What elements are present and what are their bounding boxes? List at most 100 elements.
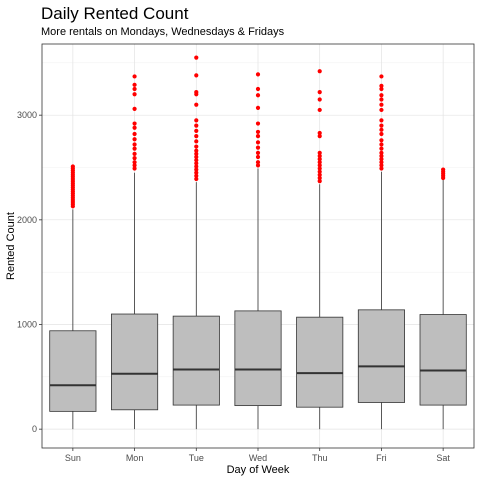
outlier-point: [379, 131, 384, 137]
outlier-point: [317, 179, 322, 184]
y-axis-title: Rented Count: [5, 212, 17, 280]
outlier-point: [194, 139, 199, 144]
outlier-point: [441, 167, 446, 172]
outlier-point: [132, 163, 137, 168]
outlier-point: [317, 107, 322, 113]
outlier-point: [194, 173, 199, 178]
outlier-point: [379, 166, 384, 171]
iqr-box: [172, 315, 220, 406]
outlier-point: [194, 128, 199, 133]
outlier-point: [255, 129, 261, 135]
outlier-point: [132, 121, 137, 126]
outlier-point: [379, 123, 384, 128]
outlier-point: [132, 125, 137, 130]
box-thu: [296, 69, 344, 430]
y-tick-label: 3000: [17, 110, 37, 120]
x-tick-label: Fri: [376, 453, 387, 463]
outlier-point: [317, 153, 322, 159]
outlier-point: [132, 92, 137, 97]
boxes: [49, 55, 467, 430]
outlier-point: [317, 130, 322, 136]
outlier-point: [255, 160, 261, 165]
outlier-point: [194, 55, 199, 60]
x-tick-label: Tue: [189, 453, 204, 463]
x-tick-label: Sat: [436, 453, 450, 463]
box-tue: [172, 55, 220, 430]
outlier-point: [379, 142, 384, 147]
outlier-point: [317, 160, 322, 165]
outlier-point: [194, 148, 199, 153]
outlier-point: [132, 151, 137, 156]
outlier-point: [379, 93, 384, 98]
outlier-point: [194, 73, 199, 78]
outlier-point: [317, 134, 322, 139]
outlier-point: [194, 170, 199, 175]
outlier-point: [132, 160, 137, 165]
outlier-point: [379, 86, 384, 92]
outlier-point: [317, 157, 322, 162]
chart-title: Daily Rented Count: [41, 4, 189, 23]
outlier-point: [194, 158, 199, 163]
y-tick-label: 2000: [17, 215, 37, 225]
box-fri: [357, 74, 405, 430]
x-axis: Sun Mon Tue Wed Thu Fri Sat: [65, 448, 450, 463]
outlier-point: [379, 102, 384, 107]
outlier-point: [132, 146, 137, 151]
outlier-point: [379, 146, 384, 151]
outlier-point: [255, 72, 261, 77]
outlier-point: [317, 90, 322, 95]
outlier-point: [317, 169, 322, 174]
x-tick-label: Thu: [312, 453, 328, 463]
x-axis-title: Day of Week: [227, 464, 290, 476]
outlier-point: [317, 163, 322, 168]
outlier-point: [194, 167, 199, 172]
outlier-point: [255, 134, 261, 139]
y-axis: 0 1000 2000 3000: [17, 110, 42, 434]
outlier-point: [317, 97, 322, 102]
outlier-point: [379, 107, 384, 113]
outlier-point: [379, 97, 384, 102]
box-mon: [111, 74, 159, 430]
box-wed: [234, 72, 282, 430]
outlier-point: [317, 150, 322, 155]
outlier-point: [379, 163, 384, 168]
box-sun: [49, 164, 97, 430]
outlier-point: [194, 123, 199, 128]
iqr-box: [111, 313, 159, 411]
outlier-point: [132, 155, 137, 161]
iqr-box: [49, 330, 97, 412]
outlier-point: [132, 82, 137, 87]
outlier-point: [255, 105, 261, 110]
outlier-point: [379, 150, 384, 155]
outlier-point: [132, 142, 137, 147]
outlier-point: [194, 164, 199, 169]
y-tick-label: 1000: [17, 319, 37, 329]
outlier-point: [194, 134, 199, 139]
iqr-box: [296, 316, 344, 408]
chart-subtitle: More rentals on Mondays, Wednesdays & Fr…: [41, 26, 285, 38]
outlier-point: [255, 163, 261, 168]
box-sat: [419, 167, 467, 430]
outlier-point: [317, 69, 322, 74]
outlier-point: [379, 74, 384, 79]
x-tick-label: Wed: [249, 453, 267, 463]
outlier-point: [194, 102, 199, 107]
outlier-point: [132, 166, 137, 171]
outlier-point: [255, 154, 261, 160]
outlier-point: [194, 154, 199, 160]
outlier-point: [379, 138, 384, 143]
outlier-point: [132, 86, 137, 92]
iqr-box: [419, 314, 467, 406]
outlier-point: [132, 74, 137, 79]
outlier-point: [194, 161, 199, 166]
outlier-point: [194, 144, 199, 149]
outlier-point: [70, 164, 75, 169]
outlier-point: [132, 137, 137, 142]
x-tick-label: Mon: [126, 453, 144, 463]
outlier-point: [379, 160, 384, 165]
outlier-point: [255, 93, 261, 98]
outlier-point: [194, 176, 199, 182]
outlier-point: [255, 86, 261, 92]
outlier-point: [255, 150, 261, 155]
